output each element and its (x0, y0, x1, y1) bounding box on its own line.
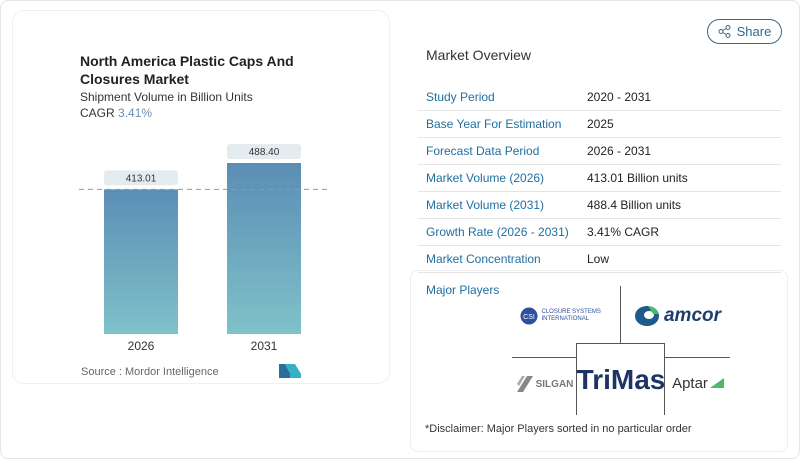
row-label: Forecast Data Period (426, 144, 540, 158)
data-label-bg (227, 144, 301, 159)
row-value: 2026 - 2031 (587, 144, 652, 158)
overview-row: Market Volume (2026) 413.01 Billion units (418, 165, 781, 192)
bar-chart: 413.01 2026 488.40 2031 (79, 144, 327, 353)
overview-row: Market Volume (2031) 488.4 Billion units (418, 192, 781, 219)
share-icon (718, 25, 731, 38)
cagr: CAGR 3.41% (80, 106, 152, 120)
overview-table: Study Period 2020 - 2031 Base Year For Est… (418, 84, 781, 273)
divider (620, 286, 621, 344)
x-tick-label: 2026 (128, 339, 155, 353)
share-label: Share (736, 24, 772, 39)
chart-card (12, 10, 390, 384)
trimas-logo: TriMas (576, 364, 666, 395)
svg-text:CSI: CSI (523, 314, 535, 321)
bar-2026 (104, 189, 178, 334)
row-value: 2020 - 2031 (587, 90, 652, 104)
overview-row: Forecast Data Period 2026 - 2031 (418, 138, 781, 165)
data-label: 413.01 (126, 173, 157, 184)
silgan-logo: SILGAN (515, 373, 575, 395)
mordor-logo-icon (279, 364, 301, 378)
overview-row: Base Year For Estimation 2025 (418, 111, 781, 138)
data-label: 488.40 (249, 147, 280, 158)
chart-title: North America Plastic Caps And Closures … (80, 53, 294, 87)
row-label: Base Year For Estimation (426, 117, 562, 131)
disclaimer: *Disclaimer: Major Players sorted in no … (425, 423, 692, 435)
overview-row: Growth Rate (2026 - 2031) 3.41% CAGR (418, 219, 781, 246)
aptar-logo-icon (709, 378, 724, 388)
overview-row: Market Concentration Low (418, 246, 781, 273)
row-label: Market Volume (2026) (426, 171, 545, 185)
row-value: 488.4 Billion units (587, 198, 682, 212)
row-label: Market Volume (2031) (426, 198, 545, 212)
source-text: Source : Mordor Intelligence (81, 366, 219, 378)
silgan-logo-icon (516, 376, 533, 392)
overview-heading: Market Overview (426, 47, 532, 63)
amcor-logo: amcor (630, 300, 725, 332)
csi-logo-icon: CSI (520, 307, 537, 325)
trimas-box (576, 343, 665, 415)
players-panel (410, 270, 788, 452)
aptar-logo: Aptar (667, 371, 729, 395)
row-value: Low (587, 252, 610, 266)
row-label: Market Concentration (426, 252, 541, 266)
cagr-label: CAGR (80, 106, 115, 120)
row-value: 413.01 Billion units (587, 171, 688, 185)
csi-logo: CSI CLOSURE SYSTEMS INTERNATIONAL (518, 303, 613, 329)
chart-subtitle: Shipment Volume in Billion Units (80, 90, 253, 104)
row-label: Study Period (426, 90, 495, 104)
row-label: Growth Rate (2026 - 2031) (426, 225, 569, 239)
players-heading: Major Players (426, 283, 500, 297)
divider (664, 357, 730, 358)
overview-row: Study Period 2020 - 2031 (418, 84, 781, 111)
data-label-bg (104, 170, 178, 186)
cagr-value: 3.41% (118, 106, 153, 120)
row-value: 2025 (587, 117, 614, 131)
row-value: 3.41% CAGR (587, 225, 660, 239)
share-button[interactable]: Share (707, 19, 782, 44)
x-tick-label: 2031 (251, 339, 278, 353)
amcor-logo-icon (634, 306, 659, 326)
bar-2031 (227, 163, 301, 334)
divider (512, 357, 576, 358)
